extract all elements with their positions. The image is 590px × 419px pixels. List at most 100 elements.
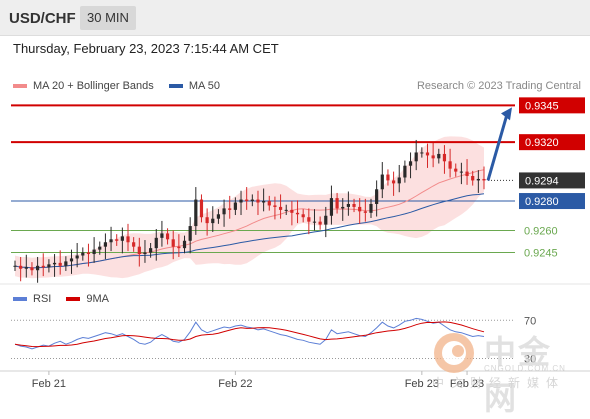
legend-9ma: 9MA [66,293,109,305]
candle-body [143,252,147,255]
ma50-line [14,193,485,269]
x-tick-label: Feb 23 [450,378,484,390]
candle-body [137,246,141,255]
candle-body [414,152,418,162]
rsi-level-label: 30 [524,353,536,365]
candle-body [149,248,153,253]
watermark-logo-icon [434,333,474,373]
watermark-cn-text: 中金网 [484,333,553,417]
candle-body [211,218,215,224]
candle-body [24,267,28,269]
candle-body [341,206,345,209]
candle-body [448,161,452,169]
candle-body [471,176,475,181]
level-label: 0.9345 [525,100,559,112]
candle-body [256,199,260,203]
candle-body [329,198,334,216]
candle-body [182,240,187,249]
candle-body [307,217,311,222]
price-chart[interactable]: 0.9345 0.9320 0.9294 0.9280 0.9260 0.9245 30 70… [0,0,590,400]
level-label: 0.9320 [525,137,559,149]
candle-body [425,152,430,156]
candle-body [482,178,486,181]
candle-body [109,239,113,243]
candle-body [222,208,226,215]
legend-ma20: MA 20 + Bollinger Bands [13,80,157,92]
watermark: 中金网 CNGOLD.COM.CN 中文财经新媒体 [432,327,582,417]
candle-body [52,262,57,265]
candle-body [165,233,170,240]
candle-body [408,161,413,166]
candle-body [19,265,23,269]
rsi-line [14,317,485,350]
candle-body [154,237,158,249]
candle-body [391,180,396,184]
candle-body [86,252,91,255]
candle-body [397,177,401,184]
candle-body [363,211,367,213]
candle-body [301,214,305,218]
candle-body [216,214,221,219]
projection-arrow-line [486,113,509,181]
candle-body [188,226,192,241]
candle-body [58,262,62,266]
candle-body [120,236,124,241]
legend-rsi: RSI [13,293,54,305]
candle-body [380,174,384,190]
legend-rsi-swatch [13,297,27,302]
x-tick-label: Feb 23 [405,378,439,390]
bollinger-band [15,136,484,279]
candle-body [132,242,136,247]
candle-body [75,255,79,259]
candle-body [194,199,198,227]
candle-body [267,201,271,206]
projection-arrow-head [501,107,512,121]
candle-body [228,208,232,210]
candle-body [98,246,102,250]
candle-body [290,209,294,213]
candle-body [454,168,458,172]
level-label: 0.9245 [524,248,558,260]
candle-body [233,202,237,210]
candle-body [465,171,469,177]
candle-body [312,221,317,223]
candle-body [115,239,119,241]
candle-body [262,201,266,203]
level-label: 0.9294 [525,175,559,187]
rsi-level-label: 70 [524,315,536,327]
candle-body [284,209,288,211]
level-label: 0.9260 [524,225,558,237]
candle-body [318,221,322,225]
candle-body [69,258,74,262]
candle-body [369,203,373,213]
level-box [519,97,585,114]
legend-ma20-swatch [13,84,27,89]
candle-body [245,199,249,202]
candle-body [205,217,209,224]
candle-body [335,198,339,209]
level-box [519,134,585,151]
candle-body [47,264,51,268]
candle-body [420,152,424,154]
level-label: 0.9280 [525,196,559,208]
level-box [519,193,585,210]
candle-body [177,246,181,249]
candle-body [437,153,441,159]
candle-body [103,242,108,247]
legend-9ma-swatch [66,297,81,302]
candle-body [13,265,17,267]
symbol-label: USD/CHF [9,10,76,27]
level-box [519,172,585,189]
candle-body [375,189,379,204]
timeframe-button[interactable]: 30 MIN [80,6,136,30]
legend-ma50-swatch [168,84,183,89]
candle-body [81,252,85,256]
candle-body [346,203,350,207]
candle-body [442,153,447,162]
candle-body [273,205,277,207]
candle-body [199,199,204,218]
rsi-9ma-line [14,321,485,348]
candle-body [358,206,362,212]
watermark-sub-text: 中文财经新媒体 [432,376,566,390]
candle-body [250,199,254,202]
